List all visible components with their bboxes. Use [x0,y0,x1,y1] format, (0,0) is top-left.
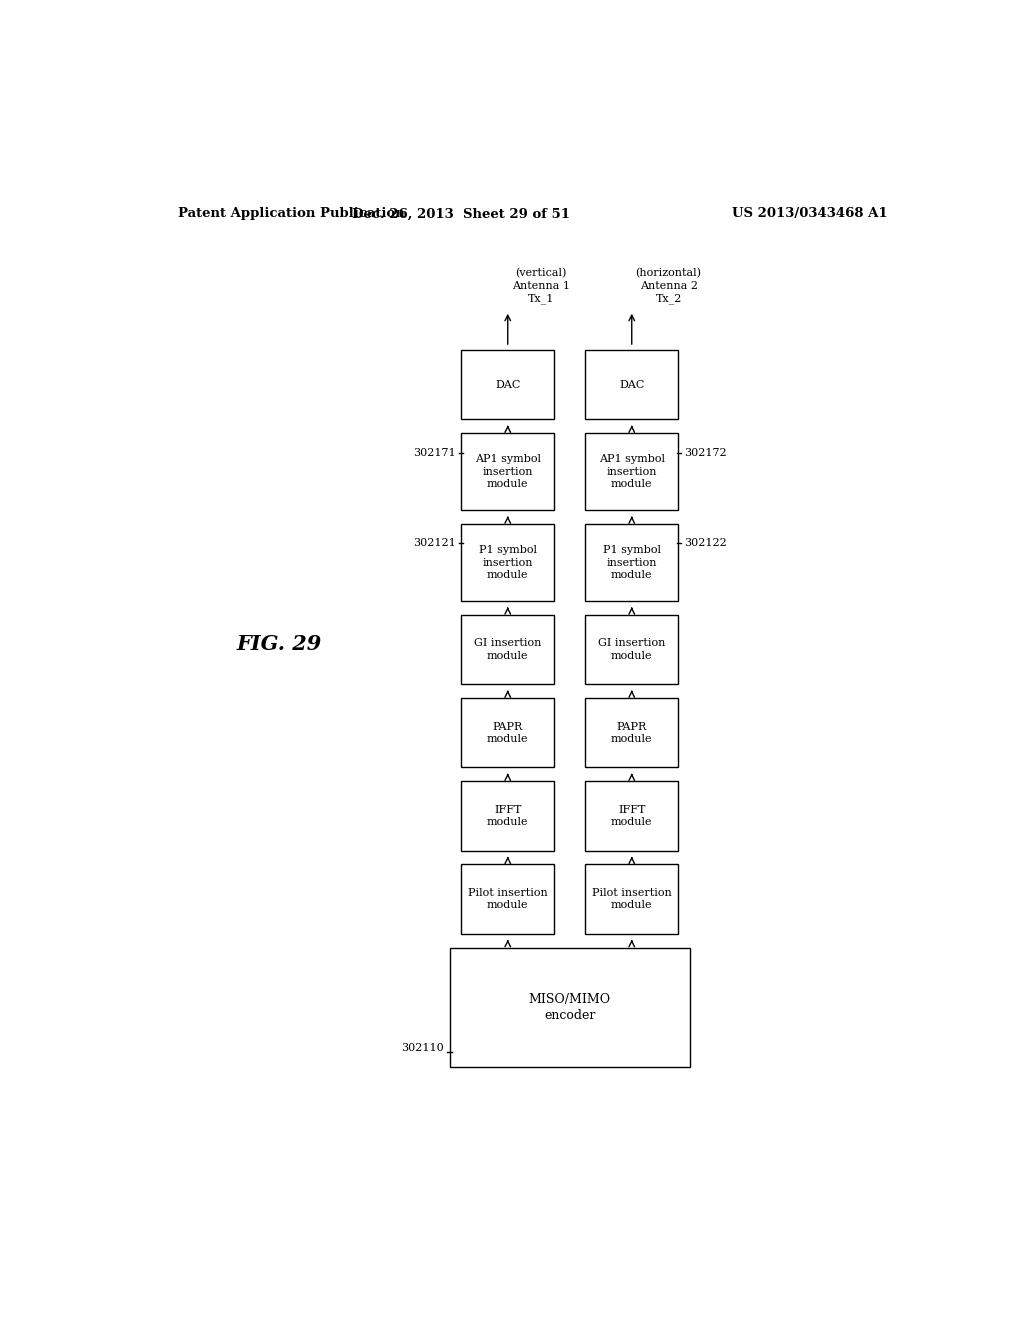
Bar [461,781,554,850]
Text: P1 symbol
insertion
module: P1 symbol insertion module [603,545,660,579]
Text: US 2013/0343468 A1: US 2013/0343468 A1 [732,207,888,220]
Text: IFFT
module: IFFT module [487,805,528,828]
Text: MISO/MIMO
encoder: MISO/MIMO encoder [528,993,610,1022]
Bar [586,865,678,933]
Bar [586,781,678,850]
Text: DAC: DAC [620,380,644,389]
Text: 302110: 302110 [401,1043,444,1053]
Bar [461,865,554,933]
Text: (horizontal)
Antenna 2
Tx_2: (horizontal) Antenna 2 Tx_2 [636,268,701,304]
Text: IFFT
module: IFFT module [611,805,652,828]
Text: 302172: 302172 [684,447,726,458]
Bar [586,433,678,511]
Text: Pilot insertion
module: Pilot insertion module [468,888,548,911]
Bar [586,350,678,420]
Text: 302121: 302121 [413,539,456,548]
Text: PAPR
module: PAPR module [611,722,652,744]
Text: P1 symbol
insertion
module: P1 symbol insertion module [479,545,537,579]
Bar [461,433,554,511]
Text: FIG. 29: FIG. 29 [237,634,322,653]
Text: PAPR
module: PAPR module [487,722,528,744]
Text: (vertical)
Antenna 1
Tx_1: (vertical) Antenna 1 Tx_1 [512,268,569,304]
Bar [461,524,554,601]
Bar [450,948,690,1067]
Text: Pilot insertion
module: Pilot insertion module [592,888,672,911]
Text: Patent Application Publication: Patent Application Publication [178,207,406,220]
Text: Dec. 26, 2013  Sheet 29 of 51: Dec. 26, 2013 Sheet 29 of 51 [352,207,570,220]
Text: AP1 symbol
insertion
module: AP1 symbol insertion module [475,454,541,490]
Bar [461,698,554,767]
Bar [461,350,554,420]
Bar [586,698,678,767]
Text: DAC: DAC [495,380,520,389]
Bar [461,615,554,684]
Text: GI insertion
module: GI insertion module [474,639,542,661]
Bar [586,524,678,601]
Text: GI insertion
module: GI insertion module [598,639,666,661]
Text: AP1 symbol
insertion
module: AP1 symbol insertion module [599,454,665,490]
Bar [586,615,678,684]
Text: 302122: 302122 [684,539,726,548]
Text: 302171: 302171 [414,447,456,458]
